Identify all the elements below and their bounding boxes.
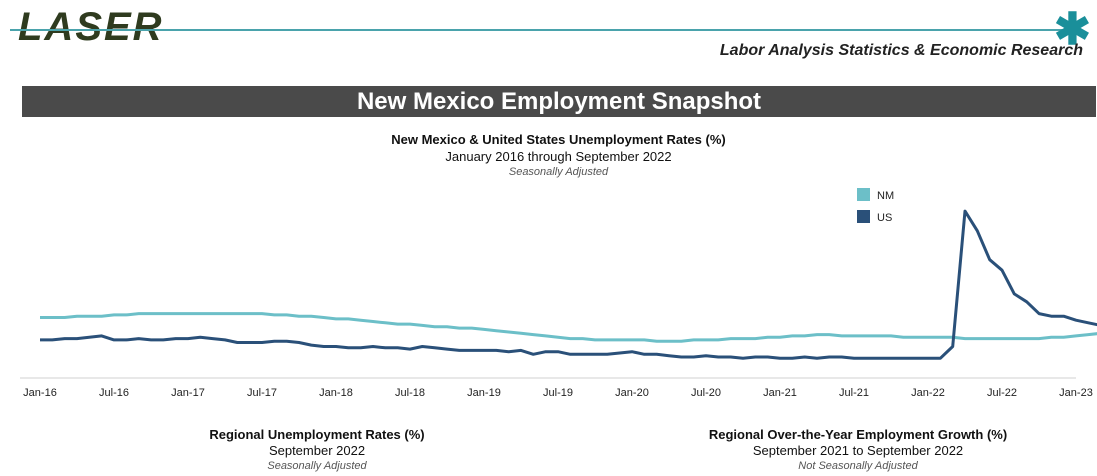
legend-label-nm: NM [877,190,894,202]
x-tick-label: Jul-16 [99,387,129,399]
x-tick-label: Jul-20 [691,387,721,399]
x-tick-label: Jan-19 [467,387,501,399]
x-tick-label: Jan-18 [319,387,353,399]
legend-swatch-us [857,210,870,223]
x-tick-label: Jul-21 [839,387,869,399]
regional-unemployment-title: Regional Unemployment Rates (%) [209,427,425,442]
x-tick-label: Jan-23 [1059,387,1093,399]
asterisk-icon: ✱ [1054,5,1091,54]
series-layer [40,209,1097,360]
laser-logo: LASER [18,5,164,49]
regional-unemployment-note: Seasonally Adjusted [267,460,367,472]
x-tick-label: Jan-17 [171,387,205,399]
unemployment-line-chart: Jan-16 Jul-16 Jan-17 Jul-17 Jan-18 Jul-18 Jan-… [20,188,1097,399]
chart-title: New Mexico & United States Unemployment … [391,132,726,147]
x-tick-label: Jan-16 [23,387,57,399]
series-line-nm [40,312,1097,343]
regional-growth-subtitle: September 2021 to September 2022 [752,443,964,458]
x-tick-label: Jul-22 [987,387,1017,399]
header-rule [10,29,1068,31]
page-title-banner: New Mexico Employment Snapshot [22,86,1096,117]
regional-unemployment-subtitle: September 2022 [268,443,366,458]
regional-growth-note: Not Seasonally Adjusted [798,460,918,472]
series-line-us [40,209,1097,360]
legend-swatch-nm [857,188,870,201]
header-tagline: Labor Analysis Statistics & Economic Res… [719,42,1083,59]
x-tick-label: Jul-19 [543,387,573,399]
legend: NM US [857,188,894,224]
x-tick-label: Jan-20 [615,387,649,399]
chart-subtitle: January 2016 through September 2022 [445,149,672,164]
x-tick-label: Jan-22 [911,387,945,399]
x-tick-label: Jul-18 [395,387,425,399]
chart-note: Seasonally Adjusted [508,166,609,178]
regional-growth-title: Regional Over-the-Year Employment Growth… [708,427,1008,442]
legend-label-us: US [877,212,892,224]
x-tick-label: Jul-17 [247,387,277,399]
tick-layer: Jan-16 Jul-16 Jan-17 Jul-17 Jan-18 Jul-18 Jan-… [23,387,1093,399]
x-tick-label: Jan-21 [763,387,797,399]
